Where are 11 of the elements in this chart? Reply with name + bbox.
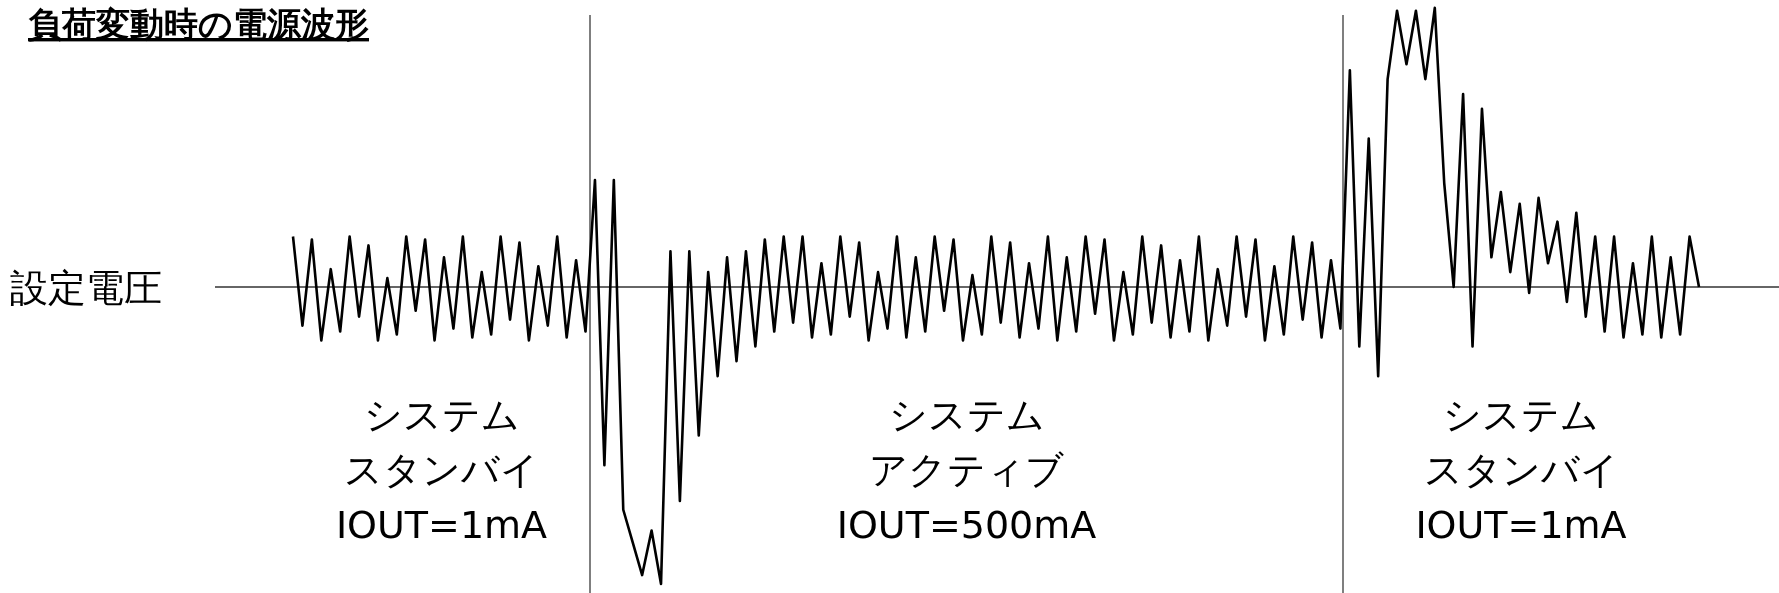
chart-title: 負荷変動時の電源波形	[28, 4, 369, 44]
annotation: IOUT=500mA	[836, 503, 1097, 547]
annotation: システム	[888, 393, 1045, 437]
annotation: システム	[1443, 393, 1599, 437]
annotation: スタンバイ	[1423, 448, 1619, 492]
ref-line-label: 設定電圧	[10, 265, 162, 310]
annotation: スタンバイ	[344, 448, 539, 492]
annotation: アクティブ	[869, 448, 1064, 492]
annotation: IOUT=1mA	[1415, 503, 1627, 547]
annotation: システム	[363, 393, 520, 437]
annotation: IOUT=1mA	[335, 503, 548, 547]
